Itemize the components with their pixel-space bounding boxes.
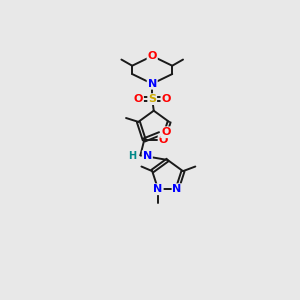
Text: N: N: [143, 151, 152, 161]
Text: N: N: [154, 184, 163, 194]
Text: O: O: [159, 135, 168, 145]
Text: N: N: [148, 79, 157, 89]
Text: N: N: [172, 184, 182, 194]
Text: O: O: [134, 94, 143, 104]
Text: O: O: [161, 127, 170, 137]
Text: O: O: [161, 94, 171, 104]
Text: S: S: [148, 94, 156, 104]
Text: H: H: [128, 151, 136, 161]
Text: O: O: [148, 51, 157, 61]
